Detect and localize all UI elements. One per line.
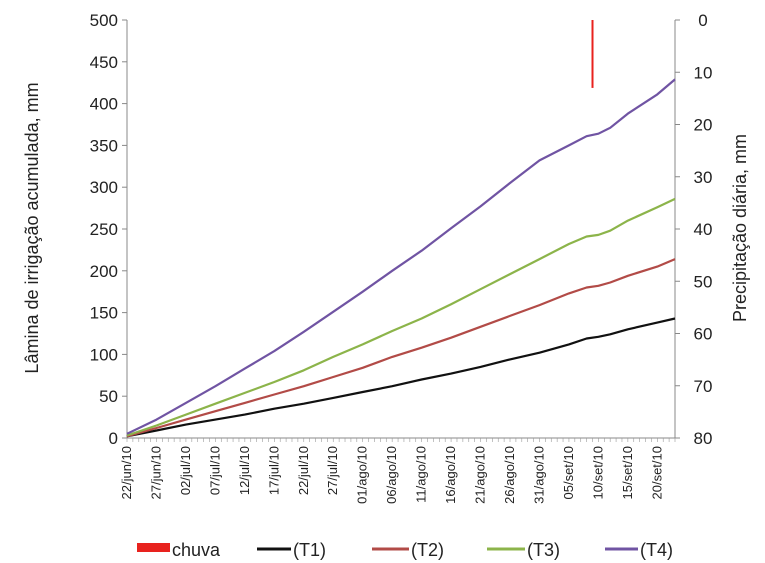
y2-tick-label: 60 [694,325,713,344]
legend-label: (T2) [411,540,444,560]
y-tick-label: 0 [109,429,118,448]
x-tick-label: 06/ago/10 [384,446,399,504]
series-line-t1 [126,317,676,438]
x-tick-label: 26/ago/10 [502,446,517,504]
rain-bar [591,20,594,88]
x-tick-label: 15/set/10 [620,446,635,500]
x-tick-label: 12/jul/10 [237,446,252,495]
y-tick-label: 450 [90,53,118,72]
y2-axis-label: Precipitação diária, mm [730,134,750,322]
y-tick-label: 150 [90,304,118,323]
x-tick-label: 02/jul/10 [178,446,193,495]
x-tick-label: 22/jul/10 [296,446,311,495]
x-tick-label: 16/ago/10 [443,446,458,504]
rain-bars [591,20,594,88]
y2-tick-label: 0 [698,11,707,30]
y2-tick-label: 20 [694,116,713,135]
y-tick-label: 50 [99,387,118,406]
y2-tick-label: 40 [694,220,713,239]
x-tick-label: 21/ago/10 [473,446,488,504]
y-tick-label: 350 [90,136,118,155]
y-axis-label: Lâmina de irrigação acumulada, mm [22,82,42,373]
series-line-t3 [126,197,676,437]
x-tick-label: 07/jul/10 [207,446,222,495]
legend-label: (T4) [640,540,673,560]
x-tick-label: 27/jul/10 [325,446,340,495]
legend-label: (T3) [527,540,560,560]
y2-tick-label: 70 [694,377,713,396]
legend-label: (T1) [293,540,326,560]
axes [122,19,680,442]
y-tick-label: 100 [90,345,118,364]
series-line-t4 [126,78,676,435]
y-tick-label: 500 [90,11,118,30]
y2-tick-label: 50 [694,272,713,291]
x-tick-label: 27/jun/10 [148,446,163,500]
y-tick-label: 400 [90,95,118,114]
y2-tick-label: 80 [694,429,713,448]
y2-tick-label: 10 [694,63,713,82]
y-tick-label: 300 [90,178,118,197]
x-tick-label: 10/set/10 [590,446,605,500]
x-tick-label: 20/set/10 [649,446,664,500]
tick-labels: 0 50 100 150 200 250 300 350 400 450 500 0 10 20 30 40 5… [90,11,713,504]
x-tick-label: 01/ago/10 [355,446,370,504]
legend: chuva (T1) (T2) (T3) (T4) [137,540,673,560]
x-tick-label: 17/jul/10 [266,446,281,495]
series-lines [126,78,676,438]
legend-label: chuva [172,540,221,560]
x-tick-label: 05/set/10 [561,446,576,500]
x-tick-label: 11/ago/10 [414,446,429,503]
x-tick-label: 22/jun/10 [119,446,134,500]
series-line-t2 [126,258,676,438]
x-tick-label: 31/ago/10 [531,446,546,504]
y-tick-label: 200 [90,262,118,281]
y2-tick-label: 30 [694,168,713,187]
y-tick-label: 250 [90,220,118,239]
legend-swatch [137,543,170,552]
